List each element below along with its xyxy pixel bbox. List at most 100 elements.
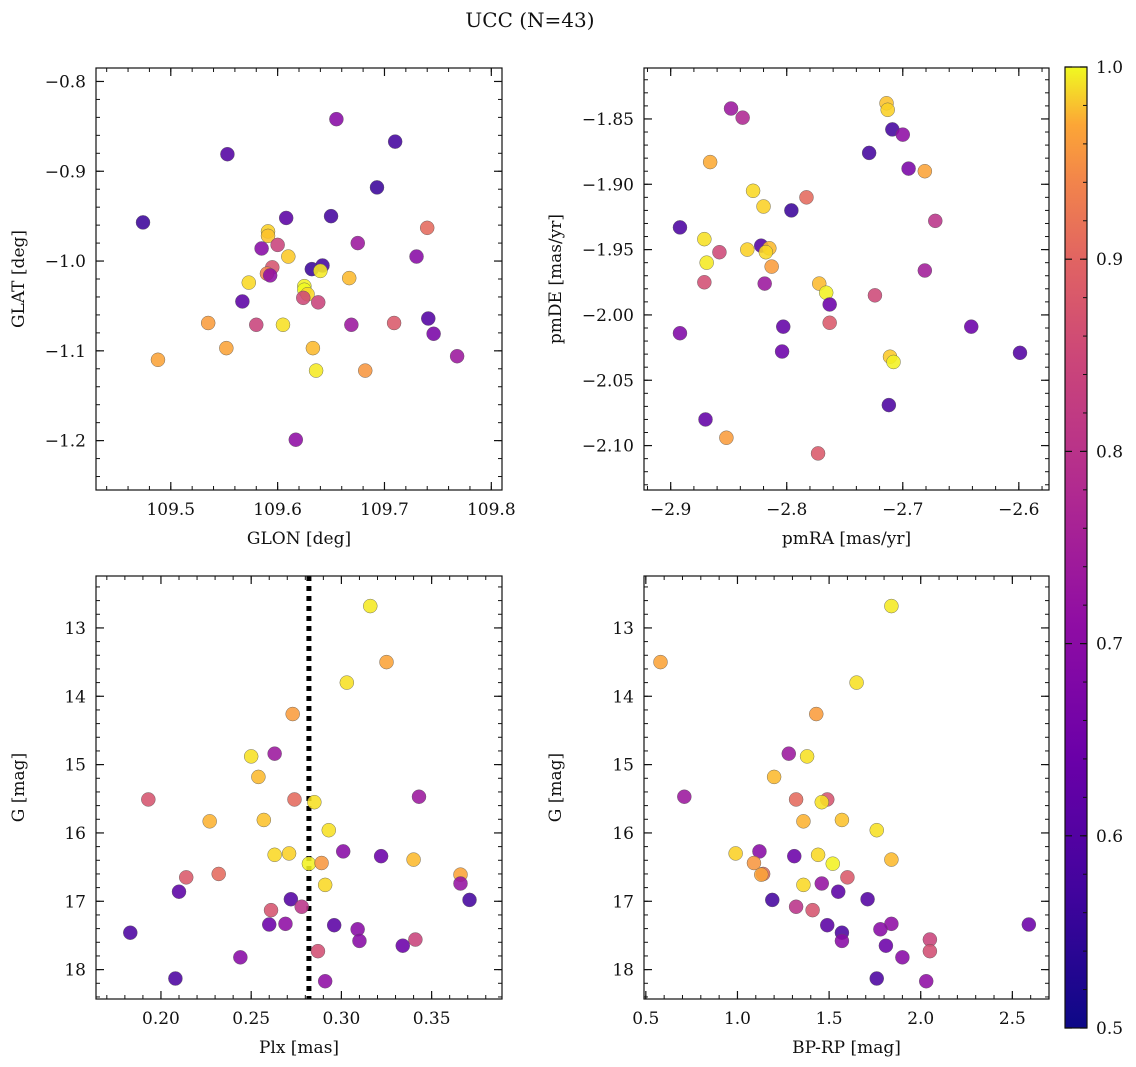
colorbar: 0.5 0.6 0.7 0.8 0.9 1.0 — [1064, 58, 1123, 1039]
y-tick-label: 16 — [612, 824, 634, 844]
x-tick-label: −2.6 — [998, 500, 1039, 520]
x-axis-label: BP-RP [mag] — [792, 1038, 901, 1058]
scatter-point — [310, 943, 326, 959]
scatter-points — [653, 598, 1037, 989]
scatter-point — [296, 290, 311, 306]
scatter-point — [757, 276, 772, 291]
scatter-point — [672, 220, 688, 235]
minor-ticks — [96, 68, 502, 490]
y-tick-label: −1.90 — [582, 175, 634, 195]
scatter-point — [420, 220, 435, 236]
scatter-point — [294, 899, 309, 914]
colorbar-tick-label: 1.0 — [1096, 58, 1123, 78]
y-tick-label: 18 — [612, 961, 634, 981]
scatter-point — [342, 270, 357, 286]
scatter-point — [787, 848, 802, 864]
scatter-point — [756, 199, 771, 214]
scatter-point — [895, 950, 910, 965]
scatter-point — [281, 846, 297, 861]
scatter-point — [317, 974, 333, 989]
scatter-point — [219, 340, 234, 356]
scatter-point — [881, 397, 897, 413]
scatter-point — [141, 792, 156, 807]
scatter-point — [453, 876, 468, 891]
scatter-point — [350, 235, 365, 251]
y-tick-label: −2.00 — [582, 306, 634, 326]
scatter-point — [774, 344, 790, 359]
scatter-point — [754, 867, 769, 882]
scatter-point — [211, 866, 226, 882]
scatter-point — [867, 288, 883, 303]
scatter-point — [336, 844, 351, 859]
scatter-point — [275, 317, 291, 332]
scatter-point — [326, 917, 342, 933]
y-tick-label: 18 — [64, 961, 86, 981]
scatter-point — [1021, 917, 1037, 932]
major-ticks — [96, 68, 502, 490]
scatter-point — [260, 228, 276, 244]
scatter-point — [358, 363, 373, 378]
x-tick-label: 0.5 — [632, 1009, 659, 1029]
scatter-point — [241, 275, 256, 290]
scatter-point — [317, 877, 333, 893]
scatter-point — [728, 846, 743, 861]
y-tick-label: 15 — [64, 756, 86, 776]
scatter-point — [373, 848, 389, 864]
y-tick-label: 15 — [612, 756, 634, 776]
scatter-point — [283, 892, 299, 907]
scatter-point — [745, 183, 761, 199]
scatter-point — [387, 134, 403, 149]
x-axis-label: Plx [mas] — [259, 1038, 339, 1058]
scatter-point — [202, 814, 217, 829]
y-axis-label: G [mag] — [9, 753, 29, 822]
y-axis-label: GLAT [deg] — [9, 230, 29, 328]
scatter-point — [677, 789, 692, 804]
scatter-points — [123, 598, 477, 989]
scatter-point — [796, 877, 811, 893]
scatter-point — [869, 823, 884, 838]
scatter-point — [311, 295, 326, 310]
scatter-point — [740, 242, 755, 257]
scatter-point — [426, 326, 441, 341]
scatter-point — [270, 237, 285, 253]
scatter-point — [256, 812, 272, 828]
scatter-point — [697, 275, 712, 290]
scatter-point — [313, 263, 328, 279]
scatter-point — [697, 231, 712, 247]
y-tick-label: 13 — [612, 619, 634, 639]
scatter-point — [735, 110, 750, 125]
scatter-point — [765, 892, 780, 908]
scatter-point — [825, 856, 840, 871]
x-tick-label: −2.9 — [650, 500, 691, 520]
major-ticks — [644, 576, 1049, 999]
panels: 109.5 109.6 109.7 109.8 −0.8 −0.9 −1.0 −1.1 −1.2… — [9, 67, 1050, 1058]
y-tick-label: −0.8 — [45, 72, 86, 92]
colorbar-tick-label: 0.7 — [1096, 635, 1123, 655]
scatter-point — [235, 294, 250, 309]
minor-ticks — [644, 68, 1049, 490]
panel-plx-g: 0.20 0.25 0.30 0.35 13 14 15 16 17 18 Plx [mas] G [… — [9, 575, 503, 1058]
major-ticks — [96, 576, 502, 999]
scatter-point — [723, 101, 739, 116]
scatter-point — [314, 855, 329, 871]
y-tick-label: 14 — [612, 687, 634, 707]
scatter-point — [281, 249, 296, 264]
scatter-point — [788, 792, 804, 807]
y-tick-label: −1.2 — [45, 432, 86, 452]
x-tick-label: 0.20 — [142, 1009, 180, 1029]
scatter-point — [886, 354, 901, 370]
scatter-point — [150, 352, 166, 368]
scatter-point — [712, 245, 727, 260]
scatter-point — [307, 794, 322, 810]
x-tick-label: 0.30 — [322, 1009, 360, 1029]
scatter-point — [822, 297, 837, 312]
scatter-point — [251, 769, 266, 785]
scatter-point — [922, 943, 938, 959]
scatter-point — [220, 146, 235, 162]
scatter-point — [861, 145, 877, 161]
y-tick-label: 14 — [64, 687, 86, 707]
scatter-point — [814, 794, 829, 810]
axes-frame — [95, 67, 503, 491]
scatter-point — [869, 971, 884, 986]
scatter-point — [379, 654, 394, 670]
